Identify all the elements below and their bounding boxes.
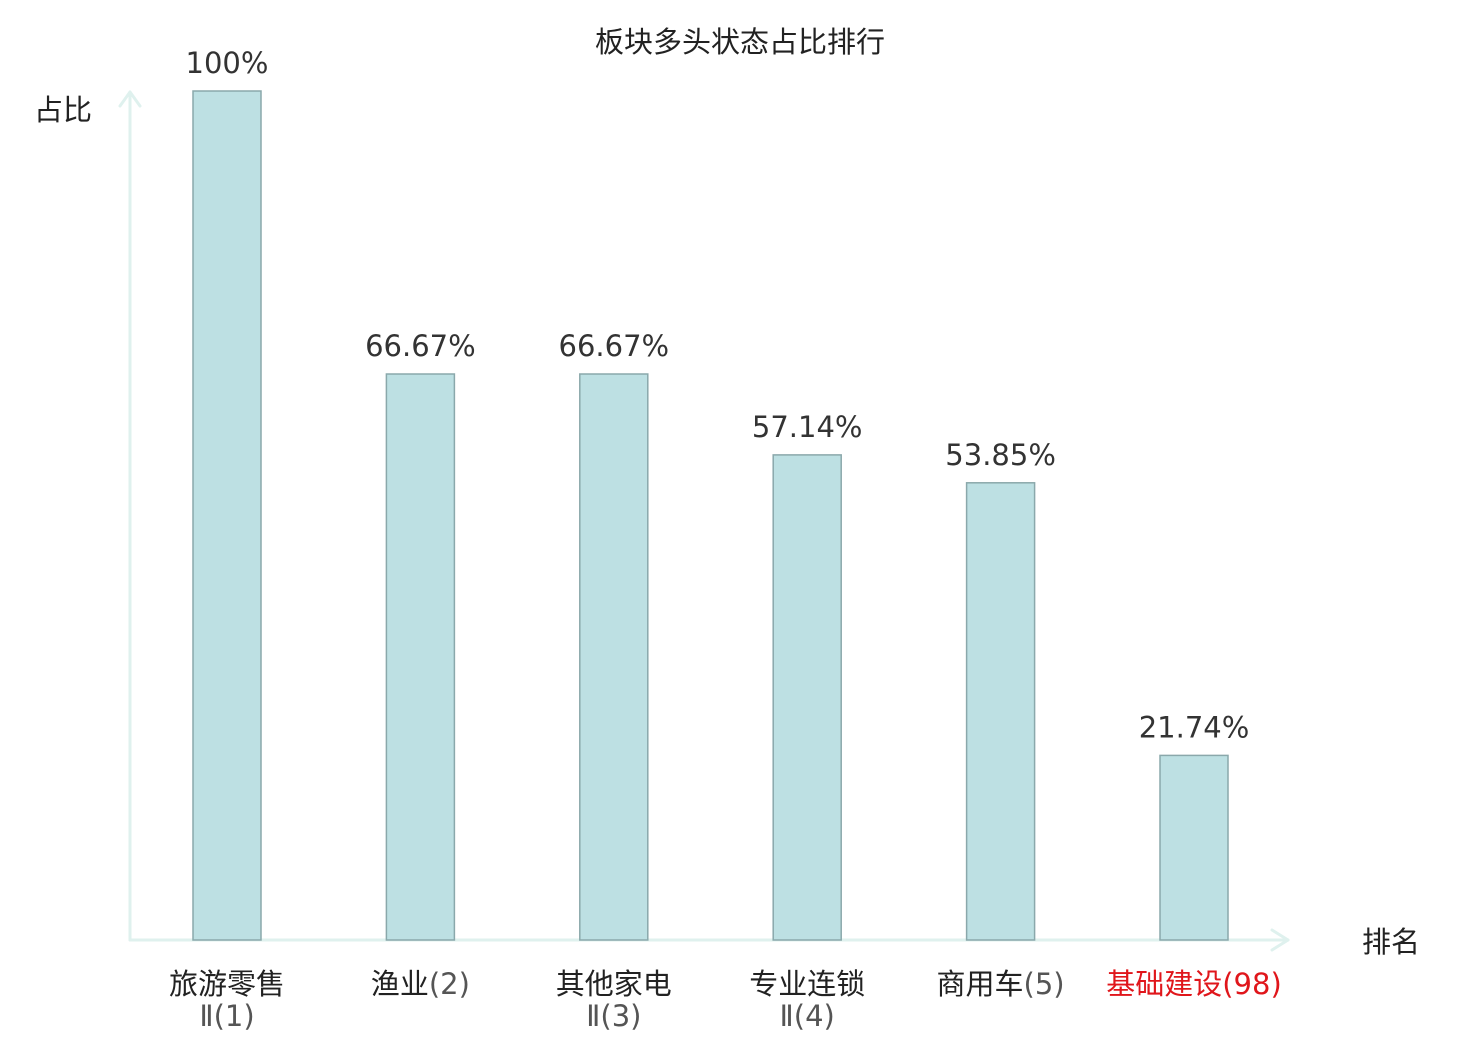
category-label-1: 旅游零售 Ⅱ(1) — [169, 967, 285, 1033]
bar-3 — [579, 373, 649, 941]
category-rank: (5) — [1024, 967, 1065, 1001]
axes — [118, 90, 1290, 952]
x-axis-arrow — [1270, 928, 1290, 952]
value-label-1: 100% — [186, 46, 269, 80]
category-name-part: Ⅱ — [586, 999, 600, 1033]
value-label-3: 66.67% — [559, 329, 670, 363]
category-name-part: 其他家电 — [556, 967, 672, 1001]
value-label-6: 21.74% — [1139, 710, 1250, 744]
category-rank: (98) — [1222, 967, 1282, 1001]
category-name-part: Ⅱ — [780, 999, 794, 1033]
category-labels-group: 旅游零售 Ⅱ(1)渔业(2) 其他家电 Ⅱ(3)专业连锁 Ⅱ(4)商用车(5) 基础建设(… — [169, 967, 1282, 1033]
bar-2 — [385, 373, 456, 941]
y-axis-label: 占比 — [34, 93, 92, 127]
chart-title: 板块多头状态占比排行 — [595, 25, 885, 59]
category-label-2: 渔业(2) — [371, 967, 470, 1001]
category-name-part: 商用车 — [937, 967, 1024, 1001]
bar-5 — [965, 482, 1036, 941]
category-name-part: 基础建设 — [1106, 967, 1222, 1001]
category-rank: (1) — [214, 999, 255, 1033]
value-labels-group: 100% 66.67% 66.67% 57.14% 53.85% 21.74% — [186, 46, 1250, 744]
value-label-2: 66.67% — [365, 329, 476, 363]
category-rank: (4) — [794, 999, 835, 1033]
bars-group — [192, 90, 1229, 941]
y-axis-arrow — [118, 90, 142, 108]
category-name-part: 专业连锁 — [749, 967, 865, 1001]
category-rank: (2) — [429, 967, 470, 1001]
value-label-4: 57.14% — [752, 410, 863, 444]
category-label-4: 专业连锁 Ⅱ(4) — [749, 967, 865, 1033]
bar-1 — [192, 90, 262, 941]
x-axis-label: 排名 — [1362, 925, 1420, 959]
category-label-5: 商用车(5) — [937, 967, 1065, 1001]
category-rank: (3) — [600, 999, 641, 1033]
category-name-part: Ⅱ — [199, 999, 213, 1033]
category-label-6: 基础建设(98) — [1106, 967, 1282, 1001]
category-name-part: 旅游零售 — [169, 967, 285, 1001]
bar-4 — [772, 454, 842, 941]
value-label-5: 53.85% — [945, 438, 1056, 472]
bar-6 — [1159, 754, 1229, 941]
category-label-3: 其他家电 Ⅱ(3) — [556, 967, 672, 1033]
category-name-part: 渔业 — [371, 967, 429, 1001]
